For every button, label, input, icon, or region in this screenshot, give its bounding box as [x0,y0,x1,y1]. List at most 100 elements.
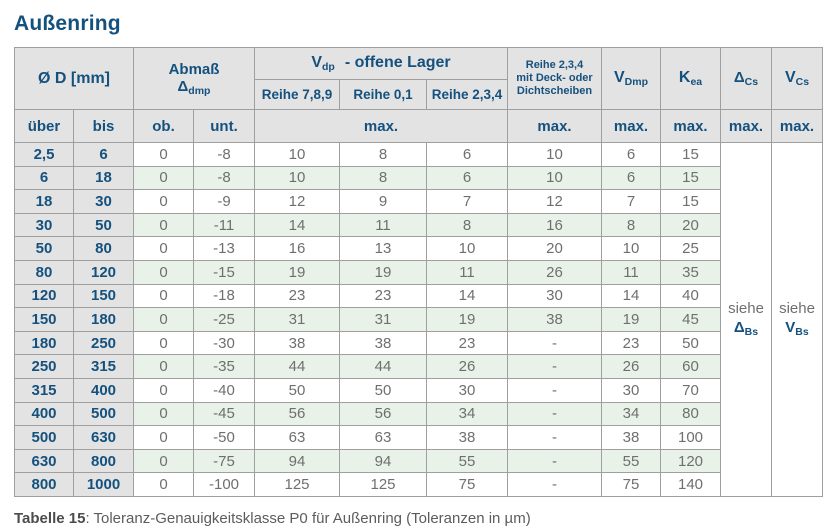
cell-r01: 56 [339,401,427,427]
cell-r789: 125 [254,472,340,497]
header-reihe-01: Reihe 0,1 [339,79,427,110]
cell-bis: 1000 [73,472,134,497]
table-row: 18 30 0 -9 12 9 7 12 7 15 [14,189,823,214]
cell-r01: 50 [339,377,427,403]
cell-ueber: 630 [14,448,74,474]
cell-r01: 23 [339,283,427,309]
cell-r01: 19 [339,259,427,285]
header-vdmp: VDmp [601,47,661,110]
cell-deck: 16 [507,212,602,238]
cell-bis: 500 [73,401,134,427]
cell-kea: 60 [660,354,721,379]
cell-bis: 80 [73,236,134,261]
cell-deck: - [507,472,602,497]
cell-r234: 8 [426,212,508,238]
header-delta-cs: ΔCs [720,47,772,110]
table-row: 400 500 0 -45 56 56 34-34 80 [14,401,823,427]
cell-ueber: 250 [14,354,74,379]
cell-unt: -40 [193,377,255,403]
cell-r234: 75 [426,472,508,497]
caption-text: : Toleranz-Genauigkeitsklasse P0 für Auß… [85,509,531,527]
header-max-vdp: max. [254,109,508,143]
cell-r01: 31 [339,307,427,332]
cell-r01: 8 [339,165,427,191]
cell-ueber: 120 [14,283,74,309]
cell-ueber: 315 [14,377,74,403]
cell-bis: 630 [73,425,134,450]
cell-r01: 11 [339,212,427,238]
cell-r234: 38 [426,425,508,450]
cell-ob: 0 [133,283,194,309]
cell-kea: 15 [660,189,721,214]
cell-vdmp: 11 [601,259,661,285]
cell-vdmp: 14 [601,283,661,309]
cell-kea: 80 [660,401,721,427]
cell-unt: -18 [193,283,255,309]
cell-r234: 34 [426,401,508,427]
cell-r234: 14 [426,283,508,309]
cell-ueber: 50 [14,236,74,261]
cell-vdmp: 10 [601,236,661,261]
cell-unt: -8 [193,165,255,191]
siehe-label: siehe [728,300,764,318]
table-row: 30 50 0 -11 14 11 8 16 8 20 [14,212,823,238]
cell-siehe-delta-bs: siehe ΔBs [720,142,772,497]
cell-unt: -50 [193,425,255,450]
table-row: 150 180 0 -25 31 31 19 38 19 45 [14,307,823,332]
cell-ob: 0 [133,259,194,285]
cell-kea: 15 [660,142,721,167]
header-abmass: Abmaß Δdmp [133,47,255,110]
cell-unt: -8 [193,142,255,167]
cell-ob: 0 [133,377,194,403]
header-reihe234-deckscheiben: Reihe 2,3,4 mit Deck- oder Dichtscheiben [507,47,602,110]
cell-vdmp: 26 [601,354,661,379]
header-ueber: über [14,109,74,143]
cell-r789: 23 [254,283,340,309]
cell-r01: 9 [339,189,427,214]
table-row: 500 630 0 -50 63 63 38-38 100 [14,425,823,450]
cell-deck: 26 [507,259,602,285]
cell-r789: 94 [254,448,340,474]
cell-bis: 6 [73,142,134,167]
cell-kea: 45 [660,307,721,332]
header-reihe-789: Reihe 7,8,9 [254,79,340,110]
cell-bis: 800 [73,448,134,474]
cell-r234: 30 [426,377,508,403]
table-row: 2,5 6 0 -8 10 8 6 10 6 15 siehe ΔBs siehe VBs [14,142,823,497]
table-body: 2,5 6 0 -8 10 8 6 10 6 15 siehe ΔBs siehe VBs 6 18 0 -8 10… [14,142,823,497]
cell-vdmp: 6 [601,165,661,191]
cell-unt: -15 [193,259,255,285]
cell-vdmp: 34 [601,401,661,427]
table-row: 315 400 0 -40 50 50 30-30 70 [14,377,823,403]
cell-kea: 70 [660,377,721,403]
cell-bis: 50 [73,212,134,238]
cell-r789: 10 [254,165,340,191]
cell-bis: 150 [73,283,134,309]
cell-deck: 38 [507,307,602,332]
cell-r234: 6 [426,142,508,167]
cell-r01: 44 [339,354,427,379]
cell-r789: 14 [254,212,340,238]
cell-bis: 400 [73,377,134,403]
cell-kea: 40 [660,283,721,309]
cell-r234: 26 [426,354,508,379]
cell-r234: 23 [426,330,508,356]
cell-vdmp: 19 [601,307,661,332]
cell-unt: -13 [193,236,255,261]
header-vcs: VCs [771,47,823,110]
cell-ob: 0 [133,307,194,332]
cell-ueber: 18 [14,189,74,214]
cell-bis: 180 [73,307,134,332]
cell-vdmp: 23 [601,330,661,356]
cell-r234: 19 [426,307,508,332]
cell-bis: 250 [73,330,134,356]
caption-label: Tabelle 15 [14,509,86,527]
cell-unt: -100 [193,472,255,497]
cell-unt: -75 [193,448,255,474]
table-row: 120 150 0 -18 23 23 14 30 14 40 [14,283,823,309]
cell-kea: 50 [660,330,721,356]
cell-deck: 12 [507,189,602,214]
cell-kea: 100 [660,425,721,450]
header-max-deck: max. [507,109,602,143]
cell-r01: 125 [339,472,427,497]
